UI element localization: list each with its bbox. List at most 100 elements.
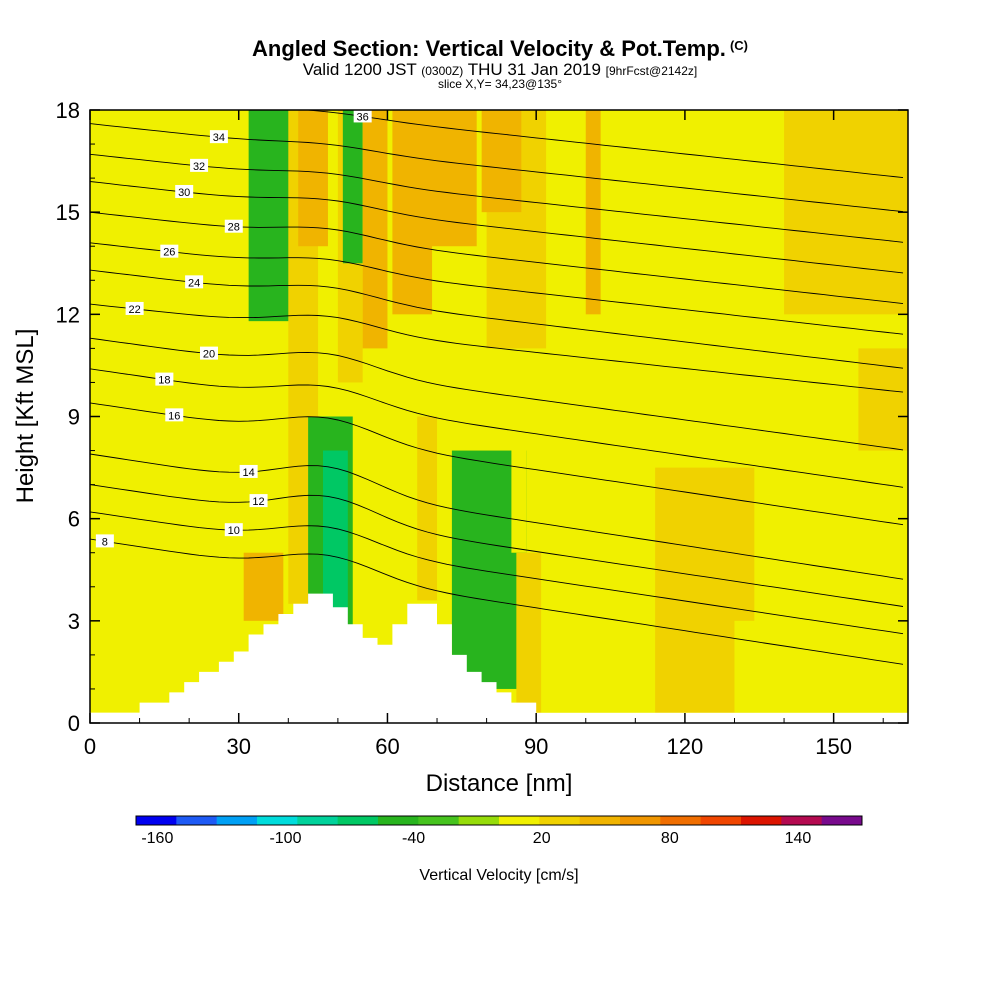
isentrope-line [90,153,904,243]
x-tick-label: 30 [226,734,250,759]
colorbar-swatch [297,816,339,825]
isentrope-line [90,337,904,451]
isentrope-label-box [125,301,144,315]
isentrope-line [90,368,904,488]
velocity-band [323,450,348,615]
isentrope-label: 36 [357,111,369,123]
x-tick-label: 120 [667,734,704,759]
isentrope-label-box [95,534,114,548]
isentrope-label-box [209,130,228,144]
valid-prefix: Valid 1200 JST [302,60,417,79]
isentrope-label-box [155,372,174,386]
isentrope-label-box [165,408,184,422]
velocity-band [565,382,581,713]
colorbar-tick-label: 20 [533,830,551,847]
colorbar-swatch [821,816,863,825]
y-tick-label: 18 [56,98,80,123]
x-axis-label: Distance [nm] [426,770,573,797]
isentrope-line [90,402,904,526]
x-tick-label: 0 [84,734,96,759]
colorbar-swatch [579,816,621,825]
terrain-mask [90,593,537,723]
valid-date: THU 31 Jan 2019 [467,60,601,79]
colorbar: -160 -100 -40 20 80 140 [135,815,863,847]
isentrope-label: 8 [102,536,108,548]
x-axis: 0 30 60 90 120 150 [84,110,884,759]
isentrope-label-box [249,494,268,508]
colorbar-tick-label: -100 [269,830,301,847]
isentrope-label-box [175,184,194,198]
colorbar-swatch [499,816,540,825]
isentrope-line [90,538,904,665]
forecast-tag: [9hrFcst@2142z] [605,64,698,78]
y-tick-label: 12 [56,302,80,327]
title-tag: (C) [729,38,748,53]
y-tick-label: 3 [68,609,80,634]
colorbar-swatch [257,816,298,825]
velocity-band [585,110,601,315]
velocity-band [243,552,284,621]
title-text: Angled Section: Vertical Velocity & Pot.… [252,36,726,61]
isentrope-label: 14 [243,467,255,479]
x-tick-label: 90 [524,734,548,759]
velocity-band [516,552,542,713]
colorbar-swatch [337,816,379,825]
y-tick-label: 6 [68,507,80,532]
y-tick-label: 0 [68,711,80,736]
isentrope-line [90,484,904,607]
isentrope-label: 28 [228,222,240,234]
colorbar-swatch [216,816,258,825]
isentrope-line [90,303,904,393]
colorbar-swatch [539,816,581,825]
y-tick-label: 15 [56,200,80,225]
colorbar-frame [135,815,863,826]
velocity-band [362,110,388,349]
colorbar-tick-label: -40 [402,830,425,847]
colorbar-swatch [620,816,661,825]
colorbar-swatch [781,816,823,825]
colorbar-swatch [458,816,500,825]
isentrope-label: 22 [128,304,140,316]
velocity-field [104,110,908,713]
isentrope-label: 20 [203,349,215,361]
isentrope-label-box [199,346,218,360]
isentrope-line [90,242,904,335]
isentrope-label-box [160,244,179,258]
isentrope-label: 18 [158,375,170,387]
velocity-band [784,110,908,315]
isentrope-label-box [185,275,204,289]
colorbar-tick-label: 80 [661,830,679,847]
velocity-band [625,110,775,451]
velocity-band [734,620,908,713]
isentrope-line [90,269,904,369]
isentrope-line [301,110,904,179]
velocity-band [392,110,433,315]
isentrope-label-box [224,219,243,233]
isentrope-label: 16 [168,410,180,422]
velocity-band [481,110,522,213]
colorbar-tick-label: 140 [785,830,812,847]
colorbar-tick-label: -160 [141,830,173,847]
velocity-band [511,314,527,553]
y-tick-label: 9 [68,405,80,430]
isentrope-line [90,453,904,580]
isentrope-label-box [239,464,258,478]
isentrope-label: 30 [178,187,190,199]
isentrope-label: 32 [193,161,205,173]
ground-strip [90,712,908,723]
isentrope-label: 34 [213,132,225,144]
colorbar-swatch [700,816,742,825]
colorbar-swatch [741,816,782,825]
valid-zulu: (0300Z) [421,64,464,78]
colorbar-swatch [136,816,177,825]
x-tick-label: 150 [815,734,852,759]
velocity-band [298,110,328,247]
valid-time-line: Valid 1200 JST (0300Z) THU 31 Jan 2019 [… [0,60,1000,80]
isentrope-label-box [353,109,372,123]
isentrope-label: 12 [252,496,264,508]
isentrope-labels: 8 10 12 14 16 18 20 22 24 26 28 30 32 34 36 [95,109,372,548]
slice-info: slice X,Y= 34,23@135° [437,77,563,91]
colorbar-swatch [378,816,419,825]
